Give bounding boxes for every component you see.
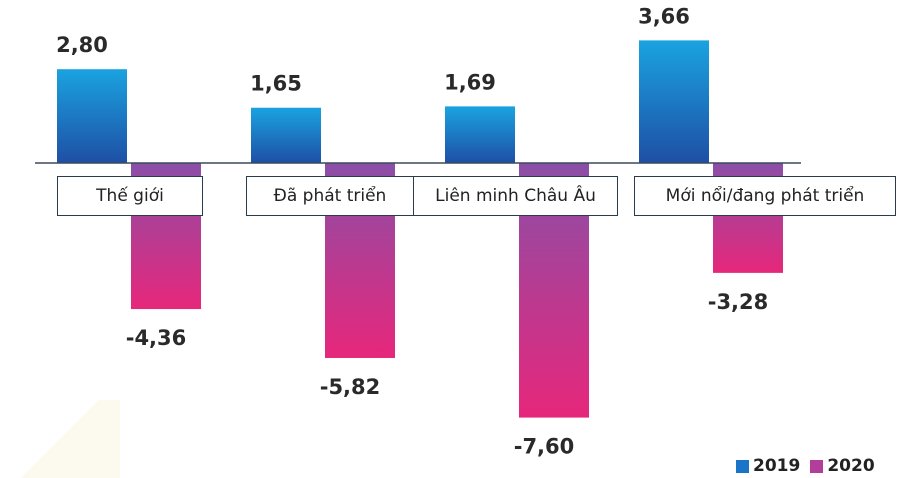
value-label-2019-2: 1,69 [444,70,496,94]
value-label-2019-0: 2,80 [56,33,108,57]
bar-2019-1 [251,107,321,163]
value-label-2020-0: -4,36 [126,326,187,350]
category-label-2: Liên minh Châu Âu [413,176,618,216]
value-label-2020-2: -7,60 [514,435,575,459]
bar-2019-2 [445,106,515,163]
legend-item-2019: 2019 [736,456,800,476]
value-label-2020-3: -3,28 [708,290,769,314]
category-label-0: Thế giới [57,176,203,216]
value-label-2019-1: 1,65 [250,72,302,96]
legend-swatch-2019 [736,459,749,473]
value-label-2019-3: 3,66 [638,4,690,28]
category-label-3: Mới nổi/đang phát triển [634,176,896,216]
legend-item-2020: 2020 [810,456,875,476]
legend-swatch-2020 [810,459,824,473]
background-watermark [0,400,120,478]
legend: 2019 2020 [736,456,885,476]
value-label-2020-1: -5,82 [320,375,381,399]
bar-2019-0 [57,69,127,163]
category-label-1: Đã phát triển [246,176,414,216]
bars-layer [57,40,783,418]
legend-label-2019: 2019 [753,456,801,476]
bar-2019-3 [639,40,709,163]
value-labels-layer: 2,80 -4,36 1,65 -5,82 1,69 -7,60 3,66 -3,28 [56,4,768,458]
legend-label-2020: 2020 [827,456,875,476]
